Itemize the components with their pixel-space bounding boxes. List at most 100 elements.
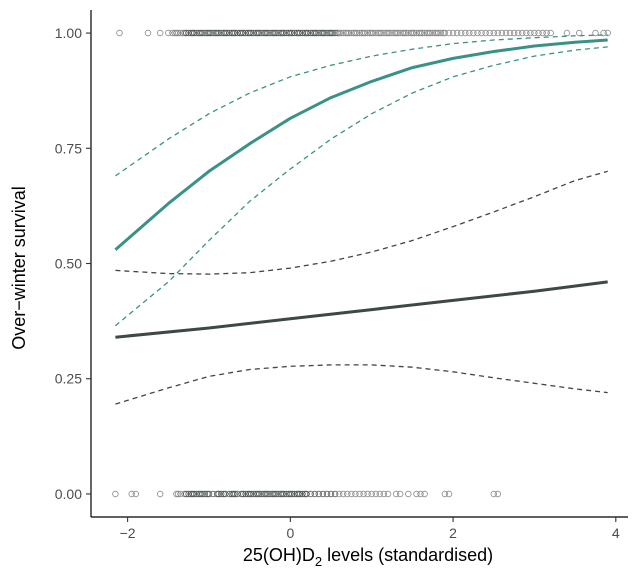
survived-point-67: [296, 29, 304, 37]
survived-point-118: [401, 29, 408, 37]
survived-point-42: [246, 29, 253, 37]
x-tick-label: −2: [120, 525, 136, 541]
y-tick-label: 0.50: [55, 256, 82, 272]
survived-point-160: [531, 29, 538, 37]
survived-point-46: [254, 29, 261, 37]
survived-point-30: [222, 29, 229, 37]
survived-point-127: [419, 29, 426, 37]
died-point-1: [128, 490, 135, 498]
died-point-86: [405, 490, 412, 498]
survived-point-143: [462, 29, 469, 37]
died-point-16: [199, 490, 206, 498]
survived-point-152: [498, 29, 506, 37]
died-point-0: [112, 490, 119, 498]
died-point-78: [364, 490, 371, 498]
survived-point-148: [482, 29, 489, 37]
survived-point-154: [506, 29, 514, 37]
died-point-29: [231, 490, 239, 498]
died-point-56: [288, 490, 296, 498]
x-tick-label: 2: [449, 525, 457, 541]
died-point-15: [197, 490, 204, 498]
ci-line-teal-2: [114, 46, 608, 327]
died-point-17: [201, 490, 209, 498]
died-point-79: [368, 490, 375, 498]
died-point-11: [189, 490, 196, 498]
data-points: [112, 29, 611, 498]
survived-point-59: [280, 29, 287, 37]
survived-point-95: [353, 29, 361, 37]
survived-point-70: [303, 29, 310, 37]
survived-point-26: [213, 29, 221, 37]
died-point-77: [360, 490, 367, 498]
survived-point-78: [319, 29, 327, 37]
survived-point-55: [272, 29, 279, 37]
survived-point-18: [197, 29, 204, 37]
died-point-65: [311, 490, 318, 498]
survived-point-39: [239, 29, 247, 37]
survived-point-103: [370, 29, 377, 37]
survived-point-102: [368, 29, 375, 37]
survived-point-141: [453, 29, 461, 37]
died-point-25: [222, 490, 229, 498]
died-point-73: [344, 490, 351, 498]
died-point-83: [384, 490, 392, 498]
survived-point-43: [248, 29, 255, 37]
fit-line-dark-3: [115, 280, 608, 339]
survived-point-157: [519, 29, 526, 37]
survived-point-146: [474, 29, 481, 37]
survived-point-158: [523, 29, 530, 37]
died-point-87: [413, 490, 420, 498]
x-tick-label: 0: [286, 525, 294, 541]
died-point-93: [494, 490, 501, 498]
survived-point-123: [410, 29, 418, 37]
survived-point-0: [116, 29, 123, 37]
survived-point-114: [392, 29, 400, 37]
died-point-47: [270, 490, 278, 498]
survived-point-87: [337, 29, 344, 37]
died-point-5: [174, 490, 182, 498]
fitted-curves: [114, 34, 608, 405]
survived-point-161: [535, 29, 542, 37]
survived-point-19: [199, 29, 206, 37]
survived-point-63: [288, 29, 296, 37]
survived-point-142: [458, 29, 465, 37]
died-point-36: [248, 490, 255, 498]
died-point-31: [238, 490, 245, 498]
died-point-72: [340, 490, 347, 498]
survived-point-168: [600, 29, 607, 37]
died-point-3: [156, 490, 164, 498]
x-axis-title-main: 25(OH)D: [243, 545, 315, 565]
survived-point-131: [427, 29, 434, 37]
died-point-71: [336, 490, 343, 498]
died-point-55: [287, 490, 294, 498]
survived-point-107: [378, 29, 385, 37]
died-point-32: [239, 490, 247, 498]
survived-point-98: [360, 29, 367, 37]
died-point-82: [380, 490, 388, 498]
died-point-69: [327, 490, 335, 498]
survived-point-79: [321, 29, 328, 37]
died-point-61: [299, 490, 306, 498]
survived-point-167: [592, 29, 599, 37]
y-tick-label: 0.00: [55, 486, 82, 502]
survived-point-135: [435, 29, 442, 37]
survived-point-54: [270, 29, 278, 37]
survived-point-51: [264, 29, 271, 37]
died-point-60: [296, 490, 304, 498]
survived-point-140: [449, 29, 457, 37]
died-point-67: [319, 490, 327, 498]
survived-point-50: [262, 29, 270, 37]
died-point-4: [173, 490, 180, 498]
survived-point-156: [515, 29, 522, 37]
died-point-35: [246, 490, 253, 498]
survived-point-66: [295, 29, 302, 37]
y-axis-ticks: 0.00 0.25 0.50 0.75 1.00: [55, 25, 91, 502]
fit-line-teal-0: [114, 38, 608, 251]
survived-point-134: [433, 29, 440, 37]
survived-point-153: [502, 29, 510, 37]
survived-point-34: [230, 29, 237, 37]
died-point-44: [264, 490, 271, 498]
survived-point-139: [445, 29, 453, 37]
died-point-63: [303, 490, 310, 498]
died-point-59: [295, 490, 302, 498]
